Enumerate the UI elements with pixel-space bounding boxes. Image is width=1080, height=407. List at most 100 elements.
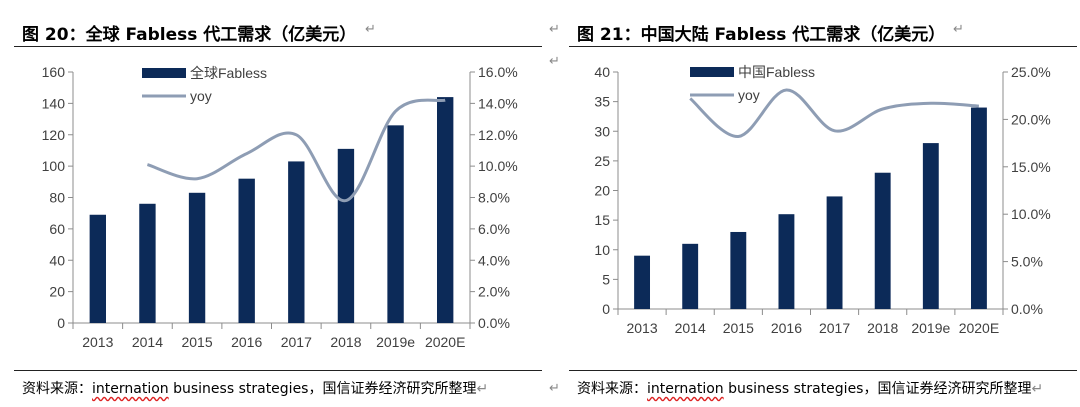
bar [730,231,747,309]
y2-tick-label: 4.0% [478,252,510,268]
x-tick-label: 2015 [723,320,754,336]
legend-bar-label: 全球Fabless [190,65,267,81]
legend-line-label: yoy [190,88,212,104]
source-rule [14,370,542,371]
y-tick-label: 100 [42,158,66,174]
x-tick-label: 2020E [425,334,465,350]
paragraph-mark: ↵ [1031,381,1044,397]
y-tick-label: 80 [49,190,65,206]
y-tick-label: 10 [594,242,610,258]
y2-tick-label: 5.0% [1011,254,1043,270]
y-tick-label: 35 [594,94,610,110]
legend-line-label: yoy [738,87,760,103]
bar [634,255,651,309]
y-tick-label: 20 [49,284,65,300]
source-term: internation [647,381,724,397]
x-tick-label: 2019e [911,320,950,336]
legend-bar-label: 中国Fabless [738,64,815,80]
x-tick-label: 2017 [281,334,312,350]
source-prefix: 资料来源： [577,381,647,397]
bar [436,97,454,323]
y2-tick-label: 6.0% [478,221,510,237]
bar [139,203,156,323]
chart-global-fabless: 0 20 40 60 80 100 120 140 160 0.0% 2.0% 4.0% 6.0% 8.0… [42,64,518,350]
y2-tick-label: 12.0% [478,127,518,143]
x-tick-label: 2015 [181,334,212,350]
source-prefix: 资料来源： [22,381,92,397]
y2-tick-label: 2.0% [478,284,510,300]
x-tick-label: 2016 [771,320,802,336]
x-tick-label: 2016 [231,334,262,350]
paragraph-mark: ↵ [476,381,489,397]
x-tick-label: 2013 [82,334,113,350]
bar [874,172,891,309]
bar [970,107,987,309]
chart-china-fabless: 0 5 10 15 20 25 30 35 40 0.0% 5.0% 10.0% 15.0% 20.0% 2… [594,64,1051,336]
figure-panel-china: 图 21：中国大陆 Fabless 代工需求（亿美元） ↵ 0 5 10 15 20 25… [555,0,1080,407]
y2-tick-label: 16.0% [478,64,518,80]
y-tick-label: 25 [594,153,610,169]
x-tick-label: 2013 [626,320,657,336]
y2-tick-label: 0.0% [1011,301,1043,317]
source-note: 资料来源：internation business strategies，国信证… [22,378,488,398]
bar [922,143,939,309]
bar [337,148,355,323]
y2-tick-label: 0.0% [478,315,510,331]
x-tick-label: 2018 [867,320,898,336]
y-tick-label: 15 [594,212,610,228]
y-tick-label: 60 [49,221,65,237]
y-tick-label: 120 [42,127,66,143]
y-tick-label: 30 [594,123,610,139]
bar [89,214,107,323]
x-tick-label: 2019e [376,334,415,350]
y2-tick-label: 25.0% [1011,64,1051,80]
x-tick-label: 2020E [959,320,999,336]
y-tick-label: 160 [42,64,66,80]
source-rule [569,370,1077,371]
y-tick-label: 5 [602,271,610,287]
yoy-line [146,98,446,203]
figure-title: 图 21：中国大陆 Fabless 代工需求（亿美元） [577,25,946,45]
source-middle: business strategies， [168,381,323,397]
bar [826,196,843,309]
x-tick-label: 2017 [819,320,850,336]
source-note: 资料来源：internation business strategies，国信证… [577,378,1043,398]
x-tick-label: 2018 [330,334,361,350]
source-middle: business strategies， [723,381,878,397]
bar [778,214,795,309]
bar [682,243,699,309]
y2-tick-label: 10.0% [1011,206,1051,222]
title-rule [569,46,1077,47]
x-tick-label: 2014 [132,334,163,350]
title-rule [14,46,542,47]
y-tick-label: 140 [42,95,66,111]
paragraph-mark: ↵ [549,22,560,37]
figure-panel-global: 图 20：全球 Fabless 代工需求（亿美元） ↵ 0 20 40 60 80 100… [14,22,542,398]
source-term: internation [92,381,169,397]
bar [188,192,206,323]
paragraph-mark: ↵ [365,22,376,37]
y-tick-label: 0 [602,301,610,317]
bar [288,161,305,323]
legend-bar-swatch [690,67,734,77]
legend-bar-swatch [142,68,186,78]
yoy-line [689,88,979,138]
y-tick-label: 40 [594,64,610,80]
y2-tick-label: 15.0% [1011,159,1051,175]
source-suffix: 国信证券经济研究所整理 [322,381,477,397]
paragraph-mark: ↵ [953,22,964,37]
y2-tick-label: 10.0% [478,158,518,174]
y2-tick-label: 8.0% [478,190,510,206]
y-tick-label: 20 [594,183,610,199]
figure-title: 图 20：全球 Fabless 代工需求（亿美元） [22,25,357,45]
paragraph-mark: ↵ [549,381,560,396]
y-tick-label: 40 [49,252,65,268]
y-tick-label: 0 [57,315,65,331]
bar [238,178,255,323]
y2-tick-label: 20.0% [1011,111,1051,127]
paragraph-mark: ↵ [549,54,560,69]
bar [387,125,404,324]
y2-tick-label: 14.0% [478,95,518,111]
source-suffix: 国信证券经济研究所整理 [877,381,1032,397]
x-tick-label: 2014 [675,320,706,336]
